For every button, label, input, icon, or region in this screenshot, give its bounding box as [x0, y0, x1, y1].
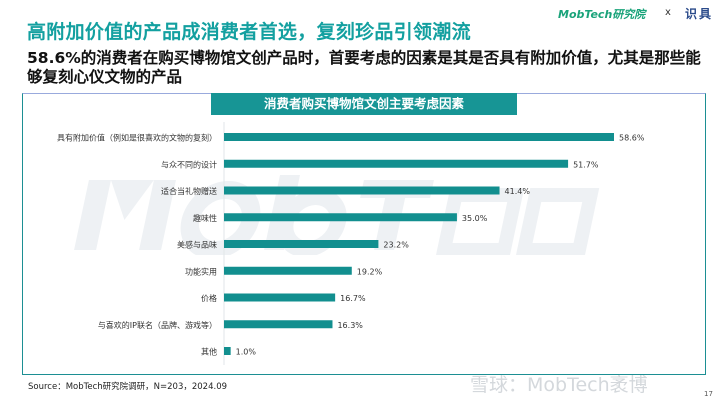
source-note: Source：MobTech研究院调研，N=203，2024.09 — [28, 382, 228, 392]
value-label: 23.2% — [383, 241, 409, 250]
bar — [224, 266, 352, 275]
category-label: 美感与品味 — [177, 240, 217, 250]
value-label: 41.4% — [505, 187, 531, 196]
category-label: 其他 — [201, 347, 217, 357]
value-label: 16.7% — [340, 294, 366, 303]
category-label: 价格 — [201, 293, 217, 303]
page-title: 高附加价值的产品成消费者首选，复刻珍品引领潮流 — [27, 21, 471, 43]
chart-title: 消费者购买博物馆文创主要考虑因素 — [211, 93, 517, 115]
logo-separator: x — [665, 7, 671, 18]
category-label: 功能实用 — [185, 266, 217, 276]
value-label: 51.7% — [573, 160, 599, 169]
bar — [224, 240, 379, 248]
mobtech-logo: MobTech研究院 — [558, 8, 646, 21]
bar — [224, 320, 333, 329]
category-label: 具有附加价值（例如是很喜欢的文物的复刻） — [57, 133, 217, 143]
bar — [224, 159, 569, 168]
bar — [224, 293, 336, 302]
value-label: 35.0% — [462, 214, 488, 223]
category-label: 与众不同的设计 — [161, 159, 217, 169]
bar — [224, 133, 614, 141]
bar — [224, 213, 457, 222]
value-label: 58.6% — [619, 134, 645, 143]
value-label: 1.0% — [236, 348, 257, 357]
partner-logo: 识具 — [685, 7, 714, 21]
value-label: 16.3% — [337, 321, 363, 330]
page-subtitle: 58.6%的消费者在购买博物馆文创产品时，首要考虑的因素是其是否具有附加价值，尤… — [27, 49, 701, 86]
value-label: 19.2% — [357, 267, 383, 276]
page-number: 17 — [704, 390, 713, 398]
bar — [224, 347, 231, 355]
category-label: 适合当礼物赠送 — [161, 186, 217, 196]
category-label: 与喜欢的IP联名（品牌、游戏等） — [98, 320, 217, 330]
bar — [224, 186, 500, 195]
category-label: 趣味性 — [193, 213, 217, 223]
xueqiu-watermark: 雪球：MobTech袤博 — [470, 374, 648, 396]
